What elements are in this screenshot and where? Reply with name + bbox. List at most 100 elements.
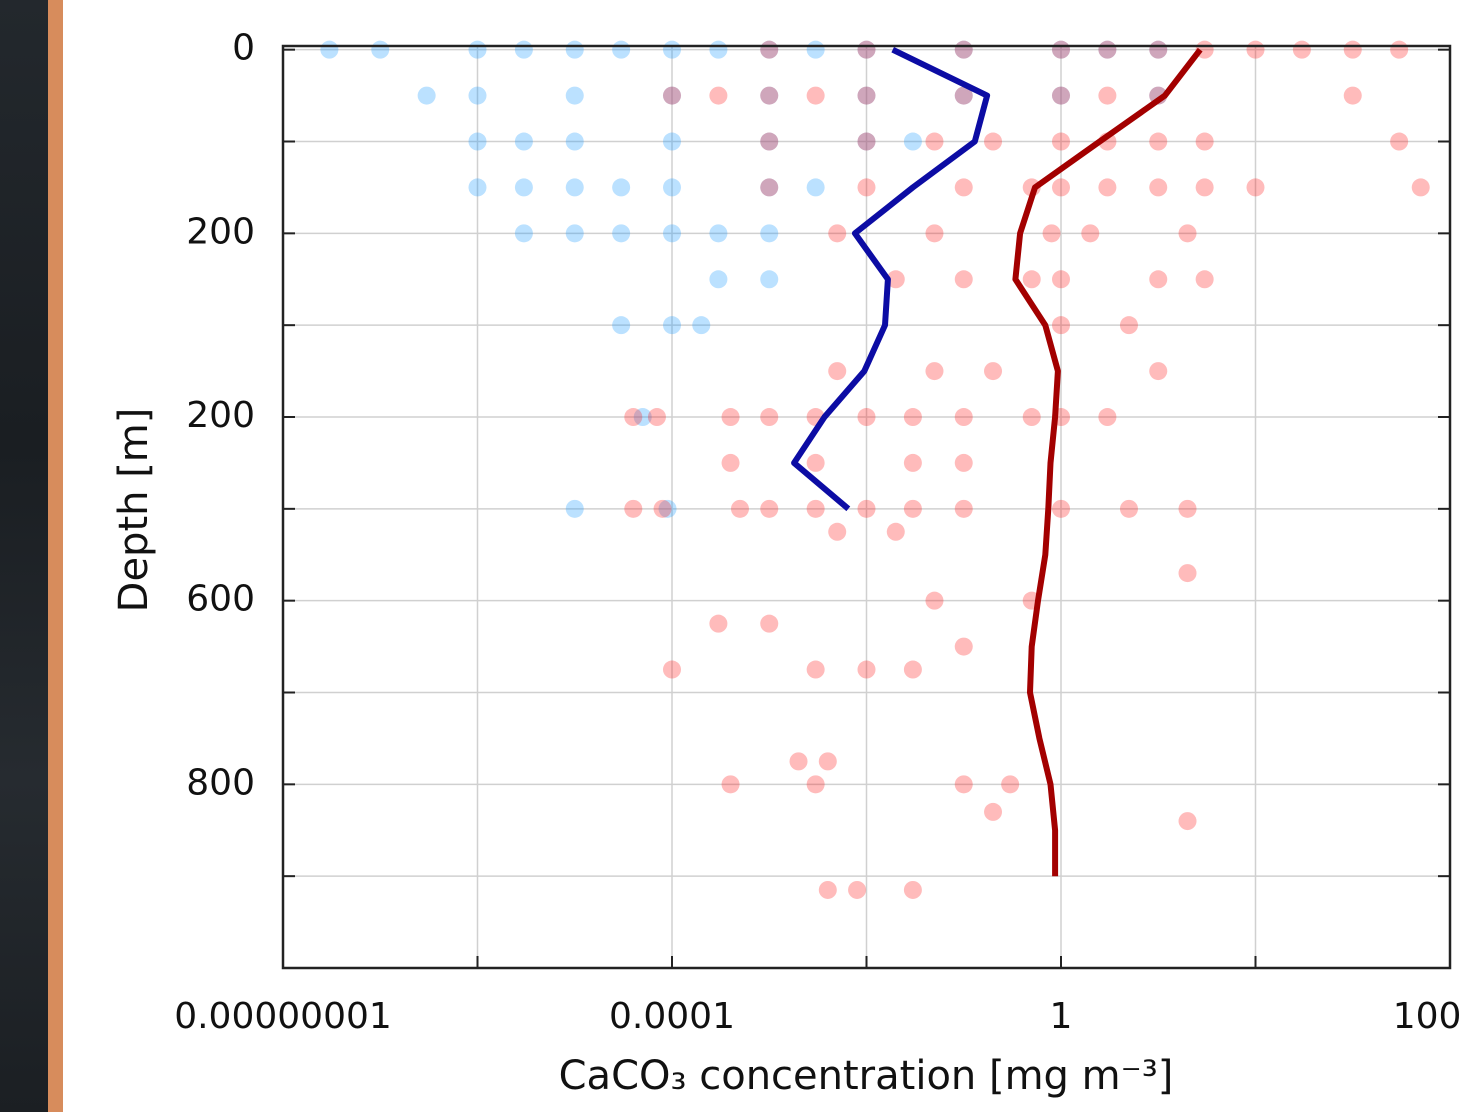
data-point xyxy=(760,224,779,243)
data-point xyxy=(954,270,973,289)
data-point xyxy=(1178,224,1197,243)
data-point xyxy=(565,132,584,151)
data-point xyxy=(1411,178,1430,197)
data-point xyxy=(514,178,533,197)
data-point xyxy=(760,178,779,197)
data-point xyxy=(624,499,643,518)
data-point xyxy=(954,40,973,59)
x-tick-label: 0.00000001 xyxy=(174,996,392,1037)
data-point xyxy=(1119,499,1138,518)
data-point xyxy=(514,224,533,243)
data-point xyxy=(760,132,779,151)
data-point xyxy=(806,499,825,518)
data-point xyxy=(1292,40,1311,59)
data-point xyxy=(848,880,867,899)
data-point xyxy=(663,86,681,105)
x-tick-label: 1 xyxy=(1050,996,1073,1037)
data-point xyxy=(954,178,973,197)
data-point xyxy=(709,270,728,289)
data-point xyxy=(468,40,487,59)
data-point xyxy=(514,40,533,59)
y-tick-label: 200 xyxy=(186,395,255,436)
data-point xyxy=(857,132,876,151)
data-point xyxy=(760,614,779,633)
data-point xyxy=(1098,86,1117,105)
x-tick-label: 10000 xyxy=(1393,996,1460,1037)
data-point xyxy=(1052,86,1070,105)
data-point xyxy=(857,499,876,518)
data-point xyxy=(663,316,681,335)
data-point xyxy=(653,499,672,518)
data-point xyxy=(1022,270,1041,289)
data-point xyxy=(663,178,681,197)
data-point xyxy=(647,408,666,427)
data-point xyxy=(624,408,643,427)
data-point xyxy=(658,499,677,518)
data-point xyxy=(1178,499,1197,518)
data-point xyxy=(806,86,825,105)
data-point xyxy=(612,316,631,335)
data-point xyxy=(1098,40,1117,59)
data-point xyxy=(1098,178,1117,197)
data-point xyxy=(514,132,533,151)
data-point xyxy=(663,224,681,243)
data-point xyxy=(1001,775,1020,794)
data-point xyxy=(760,178,779,197)
grid xyxy=(282,46,1451,968)
data-point xyxy=(903,453,922,472)
data-point xyxy=(1052,178,1070,197)
data-point xyxy=(1042,224,1061,243)
data-point xyxy=(663,660,681,679)
profile-line xyxy=(791,47,991,512)
data-point xyxy=(1390,40,1409,59)
data-point xyxy=(954,408,973,427)
data-point xyxy=(954,86,973,105)
data-point xyxy=(857,132,876,151)
data-point xyxy=(612,40,631,59)
data-point xyxy=(1343,86,1362,105)
data-point xyxy=(565,86,584,105)
data-point xyxy=(1343,40,1362,59)
data-point xyxy=(954,453,973,472)
data-point xyxy=(1390,132,1409,151)
data-point xyxy=(1149,178,1168,197)
data-point xyxy=(1195,132,1214,151)
data-point xyxy=(320,40,339,59)
data-point xyxy=(1052,316,1070,335)
data-point xyxy=(1052,86,1070,105)
data-point xyxy=(828,522,847,541)
data-point xyxy=(984,362,1003,381)
data-point xyxy=(903,660,922,679)
data-point xyxy=(1178,812,1197,831)
data-point xyxy=(721,453,740,472)
y-tick-label: 600 xyxy=(186,579,255,620)
data-point xyxy=(468,132,487,151)
data-point xyxy=(692,316,711,335)
data-point xyxy=(565,499,584,518)
data-point xyxy=(954,86,973,105)
data-point xyxy=(806,178,825,197)
data-point xyxy=(857,86,876,105)
data-point xyxy=(1246,40,1265,59)
data-point xyxy=(709,224,728,243)
data-point xyxy=(468,86,487,105)
data-point xyxy=(709,86,728,105)
data-point xyxy=(663,86,681,105)
side-panel xyxy=(0,0,48,1112)
data-point xyxy=(468,178,487,197)
data-point xyxy=(857,86,876,105)
data-point xyxy=(612,178,631,197)
data-point xyxy=(857,660,876,679)
data-point xyxy=(760,40,779,59)
data-point xyxy=(903,132,922,151)
data-point xyxy=(828,362,847,381)
data-point xyxy=(760,132,779,151)
profile-line xyxy=(1012,47,1203,877)
data-point xyxy=(1052,270,1070,289)
data-point xyxy=(663,132,681,151)
data-point xyxy=(730,499,749,518)
data-point xyxy=(371,40,390,59)
data-point xyxy=(1052,132,1070,151)
data-point xyxy=(857,408,876,427)
